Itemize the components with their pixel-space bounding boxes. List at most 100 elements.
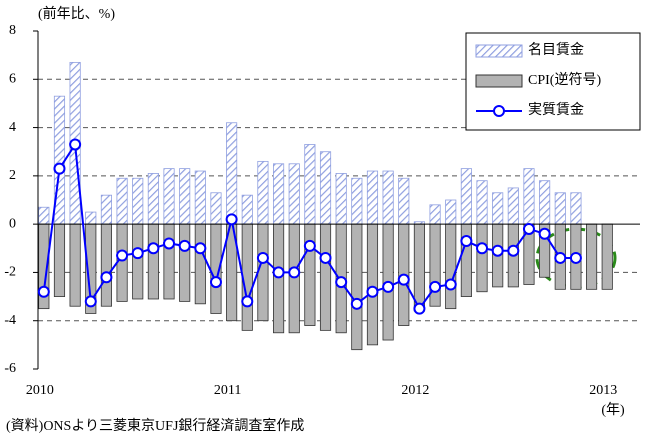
bar <box>132 177 144 225</box>
bar <box>523 168 535 225</box>
bar <box>257 160 269 225</box>
bar <box>319 151 332 225</box>
bar <box>288 163 300 225</box>
point <box>507 244 520 257</box>
bar <box>116 177 128 225</box>
bar <box>116 223 128 302</box>
point <box>444 278 457 291</box>
bar <box>476 180 488 225</box>
bar <box>351 177 363 225</box>
point <box>116 249 129 262</box>
point <box>569 251 582 264</box>
legend-label: 名目賃金 <box>528 42 584 58</box>
bar <box>492 192 504 225</box>
y-tick-label: 4 <box>9 120 16 135</box>
bar <box>445 223 457 310</box>
bar <box>413 223 425 312</box>
bar <box>179 168 191 225</box>
point <box>37 285 50 298</box>
point <box>476 242 489 255</box>
y-tick-label: 0 <box>9 216 16 231</box>
point <box>319 251 332 264</box>
x-tick-label: 2011 <box>214 383 241 398</box>
bar <box>132 223 144 300</box>
x-tick-label: 2013 <box>589 383 617 398</box>
y-tick-label: 6 <box>9 72 16 87</box>
point <box>100 271 113 284</box>
point <box>272 266 285 279</box>
bar <box>273 163 285 225</box>
x-unit: (年) <box>601 402 625 418</box>
x-tick-label: 2010 <box>26 383 54 398</box>
point <box>225 213 238 226</box>
point <box>288 266 301 279</box>
bar <box>241 194 253 225</box>
point <box>413 302 426 315</box>
point <box>335 276 348 289</box>
bar <box>460 168 472 225</box>
point <box>366 285 379 298</box>
point <box>147 242 160 255</box>
point <box>256 251 269 264</box>
bar <box>226 122 238 225</box>
bar <box>163 168 175 225</box>
point <box>194 242 207 255</box>
y-axis-label: (前年比、%) <box>38 5 115 22</box>
point <box>382 280 395 293</box>
bar <box>429 204 441 225</box>
legend-swatch <box>493 105 505 117</box>
point <box>131 247 144 260</box>
bar <box>53 223 66 297</box>
bar <box>507 187 519 225</box>
bar <box>460 223 472 297</box>
bar <box>554 192 566 225</box>
point <box>554 251 567 264</box>
y-tick-label: 8 <box>9 23 16 38</box>
bar <box>100 194 112 225</box>
point <box>350 297 363 310</box>
bar <box>429 223 441 307</box>
bar <box>476 223 488 293</box>
bar <box>382 170 394 225</box>
bar <box>147 173 159 225</box>
bar <box>179 223 191 302</box>
point <box>178 239 191 252</box>
x-tick-label: 2012 <box>401 383 429 398</box>
bar <box>38 206 50 225</box>
point <box>53 162 66 175</box>
bar <box>586 223 598 290</box>
legend-swatch <box>475 44 523 58</box>
point <box>522 222 535 235</box>
bar <box>288 223 300 334</box>
y-tick-label: -2 <box>4 265 16 280</box>
bar <box>210 192 222 225</box>
bar <box>366 223 379 346</box>
point <box>303 239 316 252</box>
bar <box>194 223 206 305</box>
bar <box>257 223 269 322</box>
bar <box>163 223 175 300</box>
bar <box>570 192 582 225</box>
bar <box>366 170 379 225</box>
bar <box>85 211 97 225</box>
point <box>397 273 410 286</box>
legend-label: 実質賃金 <box>528 102 584 118</box>
bar <box>445 199 457 225</box>
point <box>538 227 551 240</box>
bar <box>147 223 159 300</box>
bar <box>601 223 613 290</box>
point <box>491 244 504 257</box>
point <box>429 280 442 293</box>
y-tick-label: 2 <box>9 168 16 183</box>
bar <box>319 223 332 331</box>
point <box>84 295 97 308</box>
bar <box>100 223 112 307</box>
bar <box>304 223 316 326</box>
bar <box>539 180 551 225</box>
point <box>460 235 473 248</box>
source: (資料)ONSより三菱東京UFJ銀行経済調査室作成 <box>6 417 304 434</box>
legend-swatch <box>475 74 523 88</box>
point <box>69 138 82 151</box>
point <box>163 237 176 250</box>
